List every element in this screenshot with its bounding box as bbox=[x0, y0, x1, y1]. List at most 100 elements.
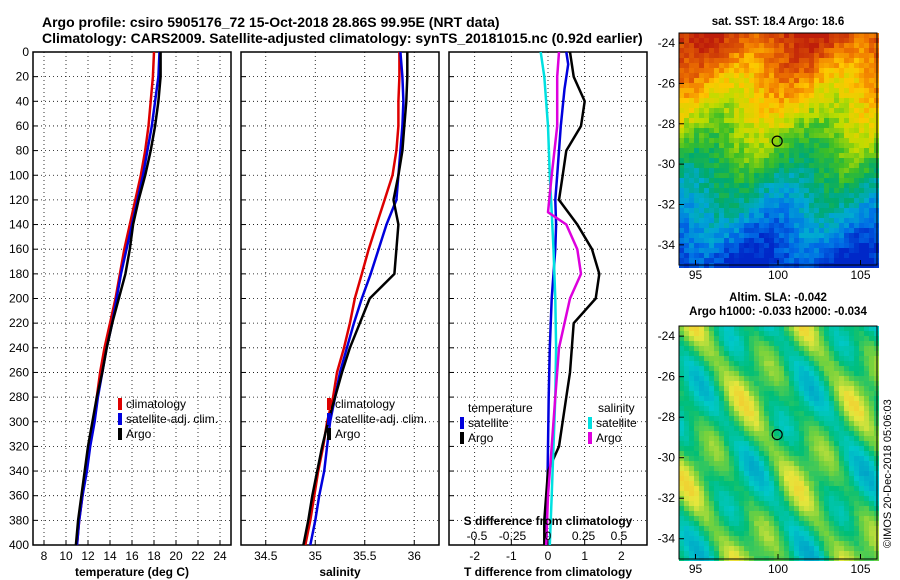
map-cell bbox=[759, 381, 764, 386]
map-cell bbox=[729, 376, 734, 381]
map-cell bbox=[694, 43, 699, 48]
map-cell bbox=[774, 396, 779, 401]
map-cell bbox=[724, 163, 729, 168]
map-cell bbox=[759, 406, 764, 411]
map-cell bbox=[714, 148, 719, 153]
map-cell bbox=[844, 481, 849, 486]
map-cell bbox=[804, 336, 809, 341]
map-cell bbox=[834, 78, 839, 83]
map-cell bbox=[709, 481, 714, 486]
map-cell bbox=[789, 48, 794, 53]
map-cell bbox=[679, 366, 684, 371]
map-cell bbox=[719, 83, 724, 88]
map-cell bbox=[719, 511, 724, 516]
map-cell bbox=[704, 431, 709, 436]
map-cell bbox=[859, 496, 864, 501]
map-cell bbox=[869, 53, 874, 58]
map-cell bbox=[799, 223, 804, 228]
map-cell bbox=[849, 516, 854, 521]
map-cell bbox=[839, 108, 844, 113]
map-cell bbox=[869, 436, 874, 441]
map-cell bbox=[724, 118, 729, 123]
map-cell bbox=[769, 108, 774, 113]
map-cell bbox=[854, 481, 859, 486]
map-cell bbox=[829, 541, 834, 546]
map-cell bbox=[709, 208, 714, 213]
map-cell bbox=[704, 193, 709, 198]
map-cell bbox=[849, 471, 854, 476]
map-cell bbox=[684, 78, 689, 83]
map-cell bbox=[864, 58, 869, 63]
map-cell bbox=[824, 73, 829, 78]
map-cell bbox=[849, 228, 854, 233]
map-cell bbox=[779, 128, 784, 133]
map-cell bbox=[759, 133, 764, 138]
map-cell bbox=[754, 43, 759, 48]
map-cell bbox=[704, 43, 709, 48]
map-cell bbox=[704, 466, 709, 471]
map-cell bbox=[704, 58, 709, 63]
map-cell bbox=[694, 53, 699, 58]
map-cell bbox=[769, 516, 774, 521]
map-cell bbox=[749, 396, 754, 401]
map-cell bbox=[824, 441, 829, 446]
map-cell bbox=[719, 541, 724, 546]
map-cell bbox=[719, 351, 724, 356]
map-cell bbox=[864, 541, 869, 546]
map-cell bbox=[809, 416, 814, 421]
map-cell bbox=[824, 213, 829, 218]
map-cell bbox=[854, 63, 859, 68]
map-cell bbox=[779, 376, 784, 381]
map-cell bbox=[794, 471, 799, 476]
map-cell bbox=[839, 431, 844, 436]
map-cell bbox=[739, 356, 744, 361]
legend-swatch bbox=[327, 428, 331, 440]
map-cell bbox=[679, 551, 684, 556]
x2-tick-label: 0.5 bbox=[611, 529, 628, 543]
map-cell bbox=[684, 421, 689, 426]
map-cell bbox=[764, 441, 769, 446]
map-cell bbox=[689, 138, 694, 143]
map-cell bbox=[704, 351, 709, 356]
map-cell bbox=[749, 436, 754, 441]
map-cell bbox=[724, 53, 729, 58]
map-cell bbox=[794, 48, 799, 53]
map-cell bbox=[854, 551, 859, 556]
map-cell bbox=[809, 441, 814, 446]
map-cell bbox=[749, 178, 754, 183]
map-cell bbox=[804, 53, 809, 58]
map-cell bbox=[719, 193, 724, 198]
y-tick-label: 380 bbox=[9, 513, 29, 527]
map-cell bbox=[704, 331, 709, 336]
map-cell bbox=[739, 526, 744, 531]
map-cell bbox=[854, 258, 859, 263]
map-cell bbox=[759, 88, 764, 93]
map-cell bbox=[814, 228, 819, 233]
map-cell bbox=[749, 123, 754, 128]
map-cell bbox=[739, 58, 744, 63]
map-cell bbox=[809, 218, 814, 223]
map-cell bbox=[859, 58, 864, 63]
map-cell bbox=[779, 33, 784, 38]
map-cell bbox=[834, 178, 839, 183]
map-cell bbox=[789, 43, 794, 48]
map-cell bbox=[829, 511, 834, 516]
map-cell bbox=[844, 406, 849, 411]
map-cell bbox=[739, 168, 744, 173]
map-cell bbox=[849, 38, 854, 43]
map-cell bbox=[804, 471, 809, 476]
map-cell bbox=[794, 88, 799, 93]
map-cell bbox=[734, 133, 739, 138]
map-cell bbox=[734, 366, 739, 371]
map-cell bbox=[689, 331, 694, 336]
map-cell bbox=[809, 461, 814, 466]
map-cell bbox=[709, 456, 714, 461]
map-cell bbox=[779, 93, 784, 98]
map-cell bbox=[809, 426, 814, 431]
map-cell bbox=[679, 476, 684, 481]
map-cell bbox=[814, 361, 819, 366]
map-cell bbox=[864, 451, 869, 456]
map-cell bbox=[819, 501, 824, 506]
map-cell bbox=[739, 53, 744, 58]
map-cell bbox=[819, 521, 824, 526]
